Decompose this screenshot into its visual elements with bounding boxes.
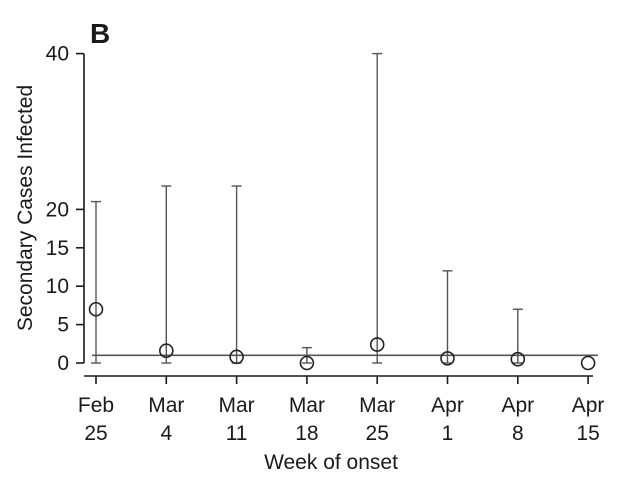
x-tick-label-month: Mar xyxy=(289,394,325,417)
x-tick-label-day: 8 xyxy=(512,422,524,445)
x-tick-label-day: 1 xyxy=(442,422,454,445)
x-tick-label-day: 11 xyxy=(226,422,248,445)
data-point xyxy=(510,351,526,367)
x-tick-label-month: Apr xyxy=(572,394,605,417)
data-point xyxy=(440,351,455,366)
y-tick-label: 40 xyxy=(46,43,69,66)
data-point xyxy=(580,355,596,371)
y-tick-label: 5 xyxy=(57,314,69,337)
x-tick-label-month: Feb xyxy=(78,394,114,417)
x-tick-label-day: 25 xyxy=(84,422,107,445)
y-tick-label: 0 xyxy=(57,352,69,375)
y-axis-title: Secondary Cases Infected xyxy=(14,85,37,331)
y-tick-label: 20 xyxy=(46,198,69,221)
data-point xyxy=(369,337,385,352)
x-tick-label-day: 15 xyxy=(576,422,599,445)
x-tick-label-month: Mar xyxy=(359,394,395,417)
x-axis-title: Week of onset xyxy=(264,451,398,474)
x-tick-label-day: 18 xyxy=(295,422,318,445)
x-tick-label-month: Mar xyxy=(148,394,184,417)
x-tick-label-month: Apr xyxy=(431,394,464,417)
x-tick-label-day: 4 xyxy=(160,422,172,445)
x-tick-label-month: Mar xyxy=(219,394,255,417)
data-point xyxy=(229,349,244,365)
panel-label: B xyxy=(90,18,110,49)
x-tick-label-month: Apr xyxy=(501,394,534,417)
plot-area: 0 5 10 15 20 40 Feb 25 Mar 4 Mar 11 Mar 18 Mar 25 Apr 1 Ap… xyxy=(46,43,605,445)
data-point xyxy=(159,343,174,359)
y-tick-label: 10 xyxy=(46,275,69,298)
y-tick-label: 15 xyxy=(46,237,69,260)
x-tick-label-day: 25 xyxy=(366,422,389,445)
data-point xyxy=(299,355,315,371)
data-point xyxy=(88,301,104,317)
